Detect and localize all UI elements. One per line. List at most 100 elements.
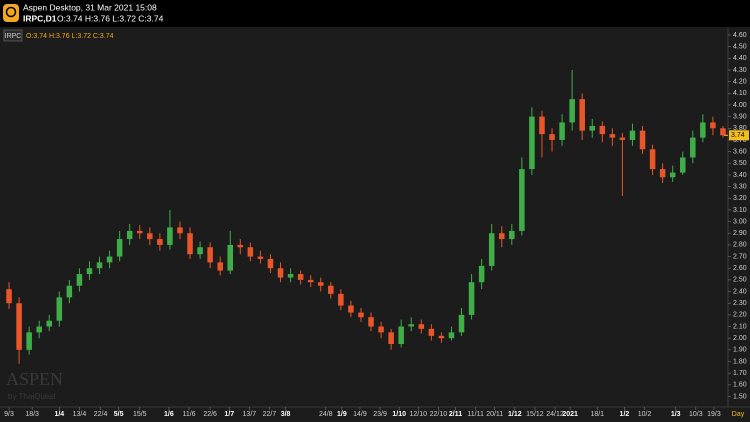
- candle-body: [177, 227, 183, 234]
- x-tick-label: 2/11: [449, 411, 462, 418]
- candle-body: [378, 326, 384, 333]
- candle-body: [36, 326, 42, 333]
- candle-body: [136, 230, 143, 234]
- candle-body: [66, 285, 73, 298]
- candle-body: [639, 130, 646, 150]
- x-tick-label: 5/5: [114, 411, 124, 418]
- x-tick-label: 10/3: [689, 411, 703, 418]
- candle-body: [116, 239, 123, 257]
- y-tick-label: 2.00: [733, 335, 747, 342]
- candle-body: [348, 305, 354, 313]
- candle-body: [509, 230, 515, 240]
- x-tick-label: 11/11: [467, 411, 484, 418]
- candle-body: [257, 256, 264, 259]
- candle-body: [167, 227, 173, 245]
- candle-body: [96, 262, 103, 269]
- candle-body: [458, 314, 465, 333]
- candle-body: [589, 125, 596, 131]
- candle-body: [187, 233, 193, 255]
- candle-body: [76, 274, 83, 286]
- x-tick-label: 22/7: [263, 411, 277, 418]
- y-tick-label: 4.20: [733, 78, 747, 85]
- candle-body: [710, 122, 716, 129]
- candle-body: [267, 258, 274, 269]
- x-tick-label: 18/3: [25, 411, 39, 418]
- y-tick-label: 2.90: [733, 230, 747, 237]
- candle-body: [6, 289, 12, 304]
- candle-body: [529, 116, 535, 170]
- x-tick-label: 24/8: [319, 411, 333, 418]
- y-tick-label: 2.10: [733, 323, 747, 330]
- y-tick-label: 4.60: [733, 32, 747, 39]
- x-tick-label: 1/2: [620, 411, 630, 418]
- y-tick-label: 1.80: [733, 358, 747, 365]
- candle-body: [368, 317, 374, 327]
- candle-body: [56, 297, 63, 321]
- candle-body: [277, 268, 284, 278]
- y-tick-label: 2.70: [733, 253, 747, 260]
- x-tick-label: 10/2: [638, 411, 652, 418]
- candle-body: [126, 230, 133, 240]
- candle-body: [478, 265, 485, 283]
- candle-body: [16, 303, 22, 350]
- x-tick-label: 1/6: [164, 411, 174, 418]
- candle-body: [679, 157, 686, 173]
- legend-box[interactable]: [3, 29, 23, 42]
- symbol: IRPC,D1: [23, 13, 57, 23]
- candle-body: [599, 125, 606, 135]
- candle-body: [690, 137, 696, 158]
- logo-icon: [5, 6, 17, 18]
- candle-body: [307, 279, 314, 283]
- candle-body: [539, 116, 545, 135]
- y-tick-label: 1.70: [733, 370, 747, 377]
- candle-body: [488, 233, 495, 266]
- x-tick-label: 13/7: [243, 411, 257, 418]
- candle-body: [358, 312, 364, 318]
- y-tick-label: 1.60: [733, 382, 747, 389]
- x-tick-label: 18/1: [590, 411, 604, 418]
- last-price-tag: [729, 130, 749, 141]
- candle-body: [549, 134, 555, 140]
- x-tick-label: 1/9: [337, 411, 347, 418]
- candle-body: [147, 233, 153, 240]
- candle-body: [317, 282, 324, 286]
- y-tick-label: 4.00: [733, 102, 747, 109]
- x-tick-label: 1/12: [508, 411, 522, 418]
- candle-body: [448, 332, 455, 339]
- legend-symbol: IRPC: [5, 33, 22, 40]
- y-tick-label: 3.40: [733, 172, 747, 179]
- x-tick-label: 20/11: [486, 411, 503, 418]
- candle-body: [669, 172, 676, 178]
- candle-body: [207, 247, 213, 263]
- window-title: Aspen Desktop, 31 Mar 2021 15:08: [23, 2, 157, 12]
- candle-body: [388, 332, 394, 345]
- candle-body: [519, 169, 525, 231]
- x-tick-label: 2021: [562, 411, 578, 418]
- candle-body: [408, 324, 415, 327]
- app-logo[interactable]: [3, 4, 19, 22]
- x-tick-label: 1/10: [392, 411, 406, 418]
- candle-body: [247, 247, 254, 257]
- candle-body: [649, 149, 656, 170]
- y-tick-label: 2.30: [733, 300, 747, 307]
- candle-body: [428, 328, 435, 336]
- x-tick-label: 15/12: [526, 411, 544, 418]
- x-tick-label: 22/6: [203, 411, 217, 418]
- x-tick-label: 11/6: [182, 411, 195, 418]
- candle-body: [438, 335, 445, 339]
- candle-body: [46, 320, 53, 327]
- candle-body: [559, 122, 565, 140]
- x-tick-label: 22/10: [430, 411, 448, 418]
- candle-body: [86, 268, 93, 275]
- y-tick-label: 1.50: [733, 393, 747, 400]
- y-tick-label: 3.10: [733, 207, 747, 214]
- candle-body: [398, 326, 404, 345]
- watermark-brand: ASPEN: [6, 369, 63, 389]
- y-tick-label: 3.80: [733, 125, 747, 132]
- y-tick-label: 3.20: [733, 195, 747, 202]
- y-tick-label: 4.50: [733, 44, 747, 51]
- x-tick-label: 3/8: [281, 411, 291, 418]
- y-tick-label: 3.70: [733, 137, 747, 144]
